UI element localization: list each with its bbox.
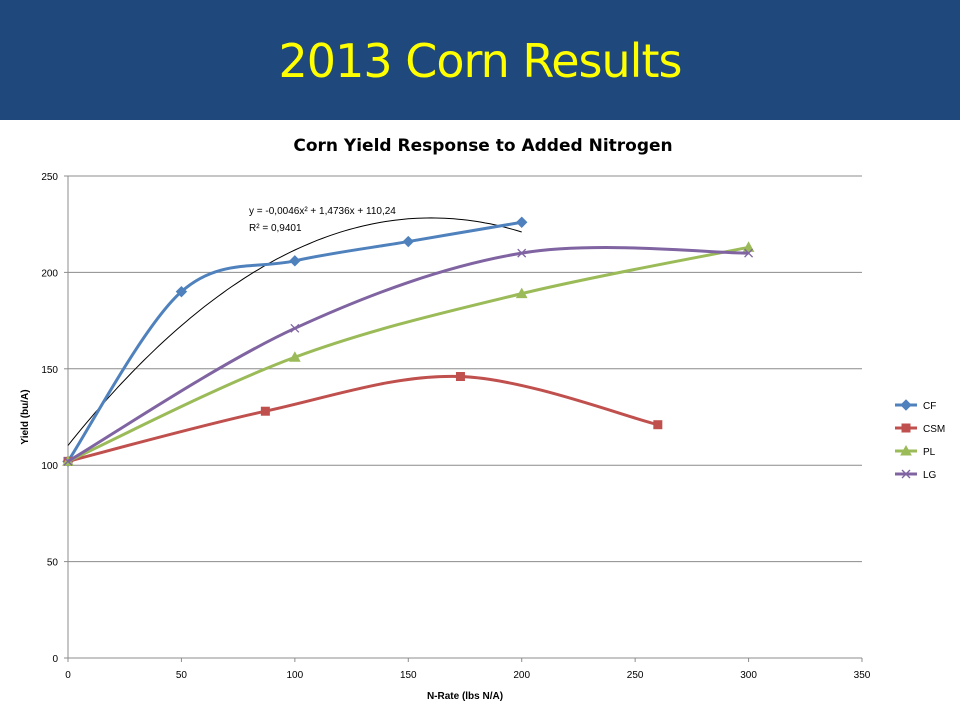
chart-title: Corn Yield Response to Added Nitrogen	[293, 136, 672, 156]
x-tick-label-200: 200	[513, 670, 530, 681]
slide-header: 2013 Corn Results	[0, 0, 960, 120]
x-tick-label-0: 0	[65, 670, 71, 681]
x-tick-label-100: 100	[287, 670, 304, 681]
point-lg-300	[744, 248, 754, 258]
chart-area: Corn Yield Response to Added Nitrogen 0 5…	[0, 120, 960, 720]
trendline-label: y = -0,0046x² + 1,4736x + 110,24 R² = 0,…	[249, 206, 396, 234]
slide-title: 2013 Corn Results	[278, 34, 683, 88]
trendline-group	[67, 217, 522, 446]
trendline-r-squared: R² = 0,9401	[249, 223, 302, 234]
legend-swatch-marker-pl	[900, 444, 912, 456]
legend-item-csm: CSM	[895, 423, 945, 435]
point-lg-200-stroke-b	[517, 248, 527, 258]
y-axis-title: Yield (bu/A)	[20, 389, 31, 444]
point-pl-300	[742, 241, 755, 252]
legend-label-pl: PL	[923, 447, 936, 458]
series-pl	[62, 241, 755, 466]
trendline-equation: y = -0,0046x² + 1,4736x + 110,24	[249, 206, 396, 217]
series-line-lg	[67, 246, 749, 463]
legend-label-csm: CSM	[923, 424, 945, 435]
legend-label-lg: LG	[923, 470, 937, 481]
x-tick-label-150: 150	[400, 670, 417, 681]
point-pl-200	[515, 287, 528, 299]
point-lg-300-stroke-b	[744, 248, 754, 258]
gridlines	[68, 175, 862, 563]
legend-swatch-marker-lg-stroke-b	[901, 469, 911, 479]
trendline-curve	[67, 217, 522, 446]
y-tick-label-100: 100	[41, 461, 58, 472]
point-lg-0	[63, 456, 73, 466]
legend-swatch-marker-cf	[900, 399, 912, 411]
series-group	[62, 216, 755, 468]
legend-swatch-marker-csm	[901, 423, 911, 433]
legend: CF CSM PL LG	[895, 399, 945, 481]
legend-label-cf: CF	[923, 401, 936, 412]
series-lg	[63, 246, 754, 466]
y-tick-label-0: 0	[52, 654, 58, 665]
point-lg-100	[290, 323, 300, 333]
legend-item-pl: PL	[895, 444, 936, 458]
yield-chart: Corn Yield Response to Added Nitrogen 0 5…	[20, 136, 945, 702]
y-tick-label-150: 150	[41, 365, 58, 376]
point-cf-200	[516, 216, 528, 228]
axes	[67, 176, 862, 659]
series-line-pl	[67, 245, 749, 463]
legend-swatch-marker-lg	[901, 469, 911, 479]
point-csm-87	[260, 406, 270, 416]
x-tick-label-300: 300	[740, 670, 757, 681]
legend-item-cf: CF	[895, 399, 936, 412]
x-tick-label-50: 50	[176, 670, 188, 681]
x-tick-label-250: 250	[627, 670, 644, 681]
x-axis-title: N-Rate (lbs N/A)	[427, 691, 503, 702]
point-cf-100	[289, 255, 301, 267]
series-line-cf	[66, 220, 522, 463]
point-cf-50	[175, 285, 188, 298]
series-line-csm	[67, 374, 659, 463]
point-lg-200	[517, 248, 527, 258]
legend-item-lg: LG	[895, 469, 937, 481]
y-tick-label-200: 200	[41, 268, 58, 279]
x-tick-label-350: 350	[854, 670, 871, 681]
point-pl-100	[289, 351, 301, 362]
point-csm-260	[653, 420, 663, 430]
y-tick-label-50: 50	[47, 558, 59, 569]
x-axis-ticks: 0 50 100 150 200 250 300 350	[65, 658, 871, 681]
y-axis-ticks: 0 50 100 150 200 250	[41, 172, 68, 665]
point-csm-173	[455, 372, 465, 382]
point-cf-150	[402, 235, 414, 248]
y-tick-label-250: 250	[41, 172, 58, 183]
point-lg-100-stroke-b	[290, 323, 300, 333]
point-lg-0-stroke-b	[63, 456, 73, 466]
